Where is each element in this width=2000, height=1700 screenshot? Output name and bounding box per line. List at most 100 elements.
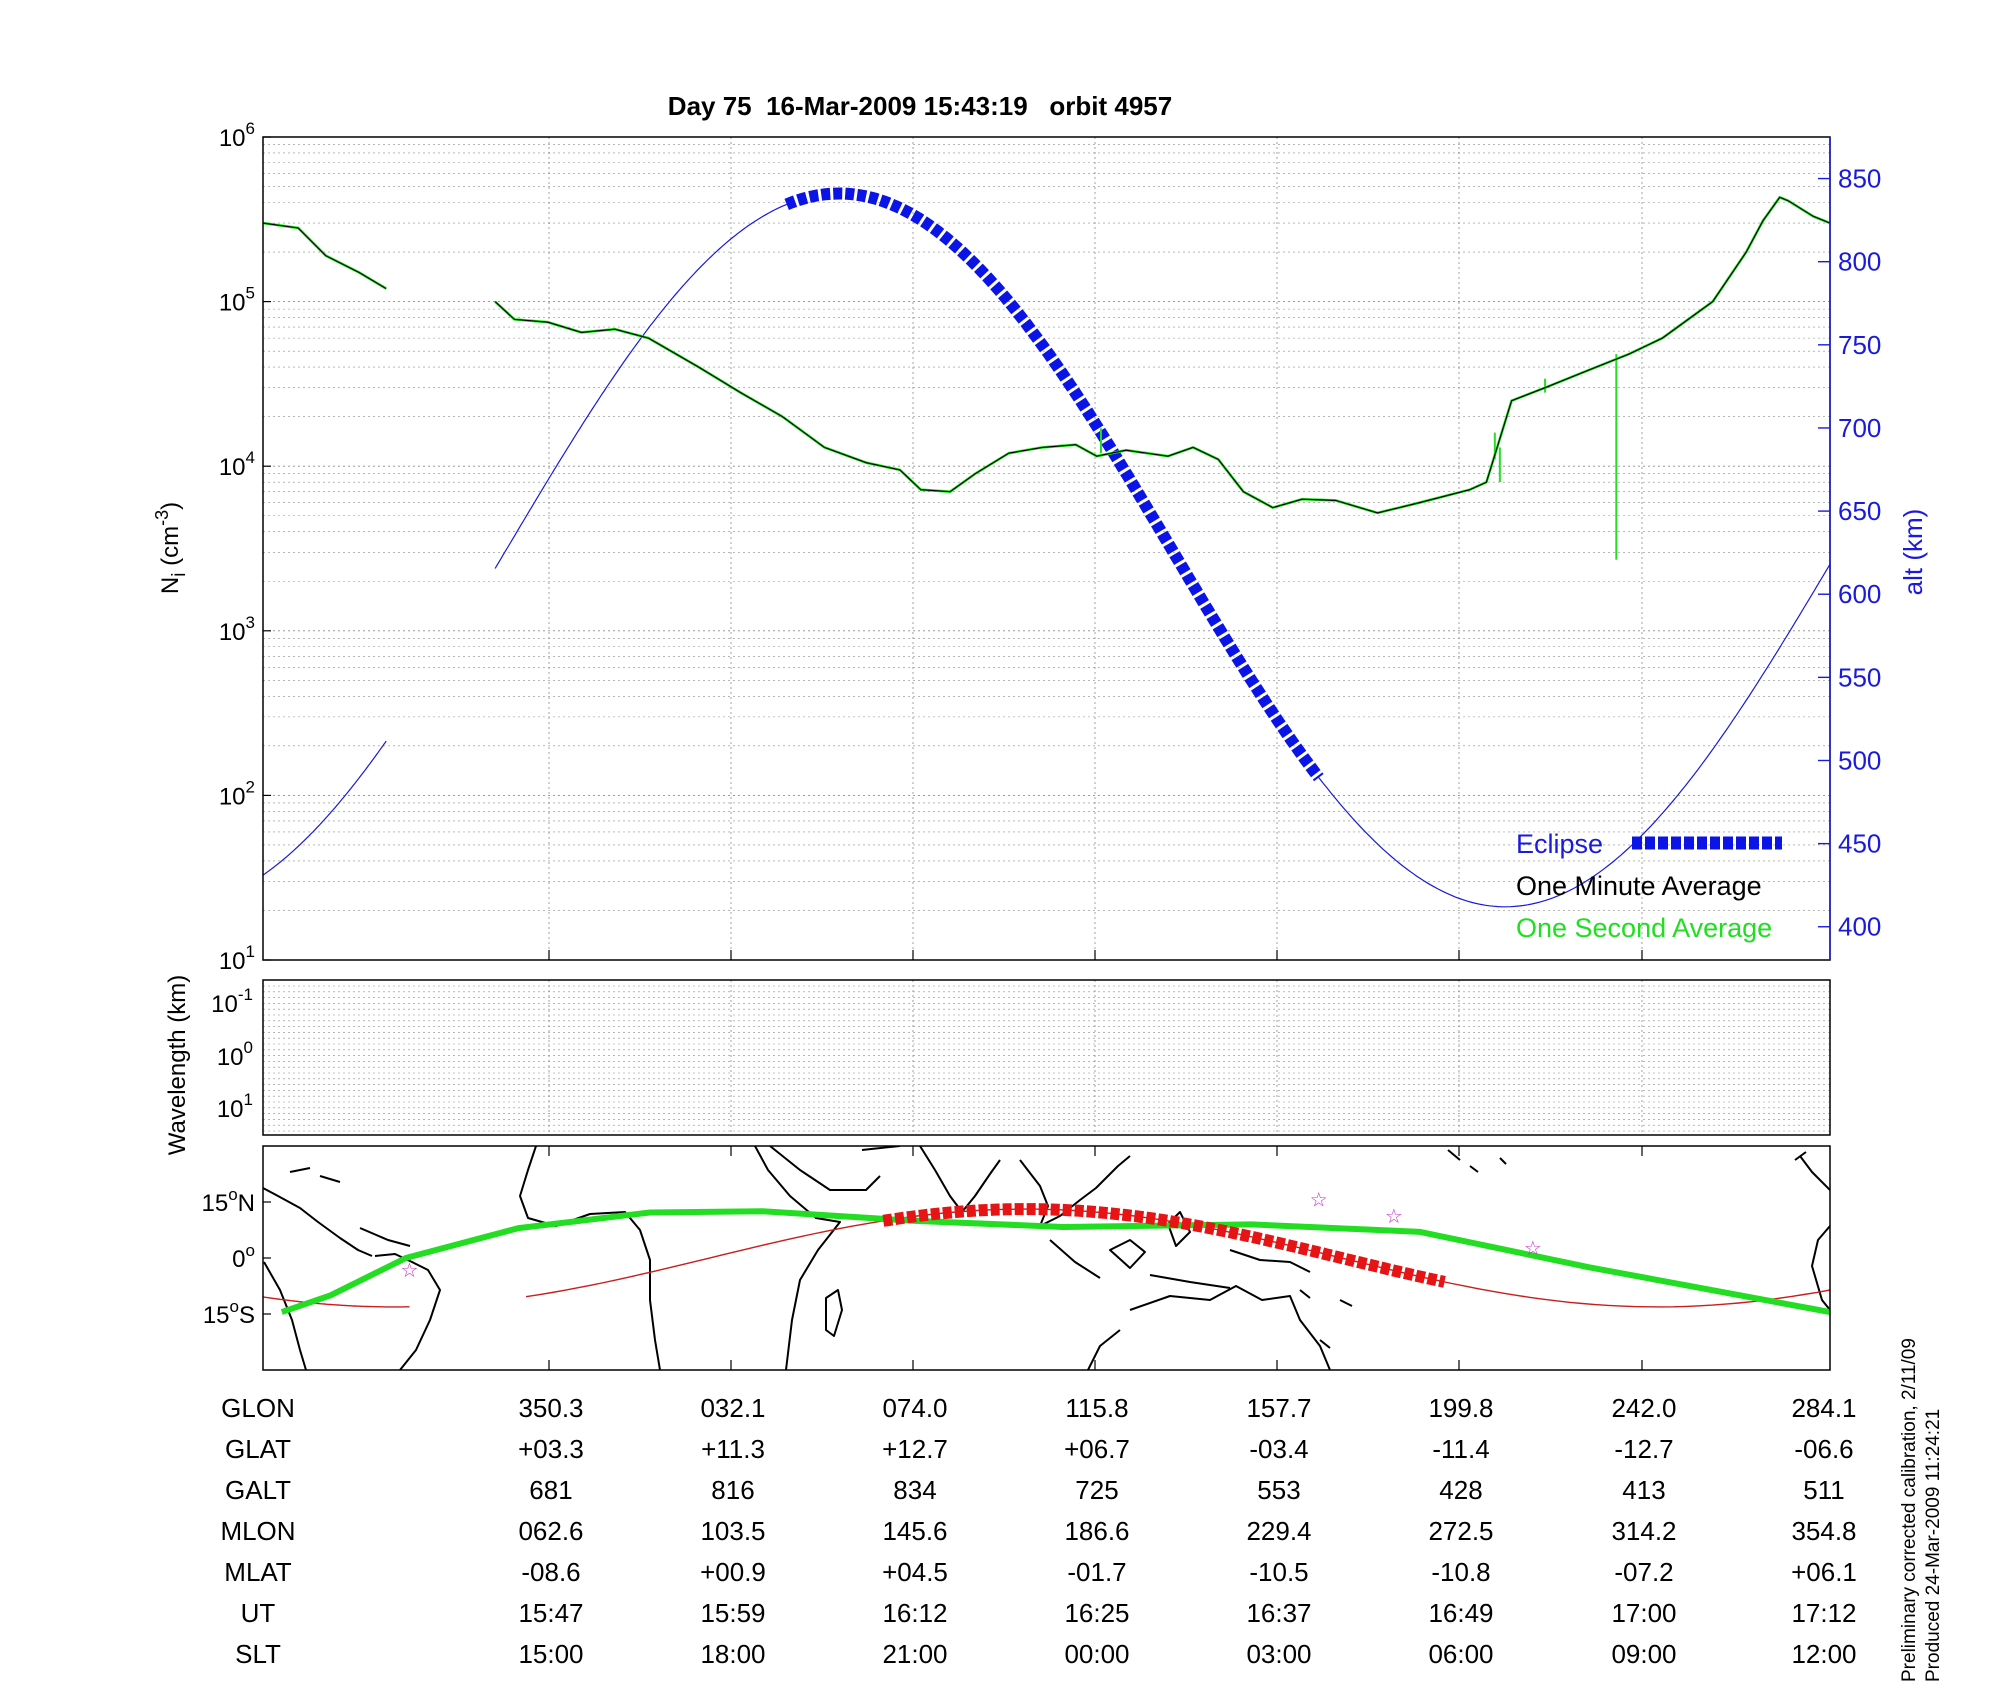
minute-average-line <box>262 222 387 290</box>
map-tick-label: 15oN <box>201 1185 255 1217</box>
map-panel-frame <box>262 1145 1831 1371</box>
coast-south-america <box>263 1253 441 1370</box>
table-cell: -03.4 <box>1249 1434 1308 1464</box>
table-cell: 15:47 <box>518 1598 583 1628</box>
coast-southeast-asia <box>1019 1155 1131 1227</box>
table-cell: 21:00 <box>882 1639 947 1669</box>
produced-timestamp: Produced 24-Mar-2009 11:24:21 <box>1923 1409 1944 1682</box>
coast-islands <box>1049 1211 1311 1289</box>
table-cell: 157.7 <box>1246 1393 1311 1423</box>
altitude-tick-label: 700 <box>1838 413 1881 443</box>
density-tick-label: 105 <box>219 284 255 317</box>
table-cell: 681 <box>529 1475 572 1505</box>
coast-australia <box>1087 1285 1331 1370</box>
table-cell: -06.6 <box>1794 1434 1853 1464</box>
table-cell: 06:00 <box>1428 1639 1493 1669</box>
altitude-y-label: alt (km) <box>1898 509 1928 596</box>
table-cell: +12.7 <box>882 1434 948 1464</box>
coast-pacific-islands <box>1299 1149 1507 1349</box>
table-row-label: GALT <box>225 1475 291 1505</box>
table-cell: +03.3 <box>518 1434 584 1464</box>
coast-madagascar <box>825 1289 843 1337</box>
table-cell: -07.2 <box>1614 1557 1673 1587</box>
coast-africa-east <box>754 1146 841 1370</box>
coast-africa-west <box>519 1146 661 1370</box>
ephemeris-table: GLON 350.3 032.1 074.0 115.8 157.7 199.8 242.0 2… <box>220 1393 1856 1669</box>
table-cell: 553 <box>1257 1475 1300 1505</box>
density-tick-label: 104 <box>219 448 255 481</box>
table-row-label: GLON <box>221 1393 295 1423</box>
table-cell: +06.1 <box>1791 1557 1857 1587</box>
table-cell: 09:00 <box>1611 1639 1676 1669</box>
table-cell: 16:49 <box>1428 1598 1493 1628</box>
coast-arabia <box>769 1146 901 1191</box>
table-cell: 350.3 <box>518 1393 583 1423</box>
table-cell: 314.2 <box>1611 1516 1676 1546</box>
eclipse-segment <box>784 187 1324 782</box>
wavelength-panel-frame <box>262 979 1831 1136</box>
table-cell: 16:12 <box>882 1598 947 1628</box>
altitude-tick-label: 550 <box>1838 662 1881 692</box>
altitude-tick-label: 800 <box>1838 247 1881 277</box>
second-average-line <box>494 195 1831 515</box>
eclipse-track-segment <box>882 1203 1446 1288</box>
table-cell: 186.6 <box>1064 1516 1129 1546</box>
orbit-track-line <box>263 1296 410 1308</box>
altitude-tick-label: 750 <box>1838 330 1881 360</box>
density-tick-label: 103 <box>219 613 255 646</box>
table-cell: 199.8 <box>1428 1393 1493 1423</box>
table-cell: 062.6 <box>518 1516 583 1546</box>
density-series <box>262 187 1831 908</box>
table-cell: 511 <box>1803 1475 1844 1505</box>
star-marker: ☆ <box>401 1258 419 1282</box>
calibration-note: Preliminary corrected calibration, 2/11/… <box>1899 1338 1920 1682</box>
star-marker: ☆ <box>1385 1204 1403 1228</box>
table-cell: 229.4 <box>1246 1516 1311 1546</box>
table-row-label: GLAT <box>225 1434 291 1464</box>
table-cell: 115.8 <box>1065 1393 1128 1423</box>
table-cell: 074.0 <box>882 1393 947 1423</box>
altitude-curve <box>262 740 387 876</box>
table-cell: 816 <box>711 1475 754 1505</box>
table-cell: -08.6 <box>521 1557 580 1587</box>
table-cell: 103.5 <box>700 1516 765 1546</box>
minute-average-line <box>494 196 1831 514</box>
table-cell: 12:00 <box>1791 1639 1856 1669</box>
table-cell: 284.1 <box>1791 1393 1856 1423</box>
wavelength-tick-label: 10-1 <box>211 985 253 1018</box>
table-row-label: MLON <box>220 1516 295 1546</box>
altitude-tick-label: 850 <box>1838 164 1881 194</box>
density-y-label: Ni (cm-3) <box>152 502 190 594</box>
table-cell: 725 <box>1075 1475 1118 1505</box>
second-average-line <box>262 221 387 290</box>
table-cell: 18:00 <box>700 1639 765 1669</box>
legend-second-label: One Second Average <box>1516 913 1772 943</box>
wavelength-tick-label: 101 <box>217 1090 253 1123</box>
table-cell: -10.8 <box>1431 1557 1490 1587</box>
table-cell: 413 <box>1622 1475 1665 1505</box>
coastlines <box>263 1146 1830 1370</box>
wavelength-y-label: Wavelength (km) <box>164 975 191 1156</box>
wavelength-tick-label: 100 <box>217 1038 253 1071</box>
table-cell: 145.6 <box>882 1516 947 1546</box>
altitude-tick-label: 500 <box>1838 745 1881 775</box>
altitude-tick-label: 600 <box>1838 579 1881 609</box>
map-tick-label: 15oS <box>203 1297 255 1329</box>
altitude-tick-label: 450 <box>1838 829 1881 859</box>
density-tick-label: 106 <box>219 119 255 152</box>
table-cell: 15:00 <box>518 1639 583 1669</box>
table-cell: +11.3 <box>701 1434 765 1464</box>
legend-minute-label: One Minute Average <box>1516 871 1762 901</box>
table-cell: 17:12 <box>1791 1598 1856 1628</box>
table-cell: +00.9 <box>700 1557 766 1587</box>
altitude-curve <box>1318 563 1831 908</box>
table-cell: 15:59 <box>700 1598 765 1628</box>
legend: Eclipse One Minute Average One Second Av… <box>1516 829 1782 943</box>
coast-caribbean <box>289 1167 411 1247</box>
coast-central-america <box>263 1187 373 1257</box>
map-lat-ticks: 15oN 0o 15oS <box>201 1146 1643 1370</box>
chart-title: Day 75 16-Mar-2009 15:43:19 orbit 4957 <box>668 91 1172 121</box>
density-y-ticks: 101 102 103 104 105 106 <box>219 119 1643 975</box>
coast-americas-east <box>1794 1151 1830 1311</box>
